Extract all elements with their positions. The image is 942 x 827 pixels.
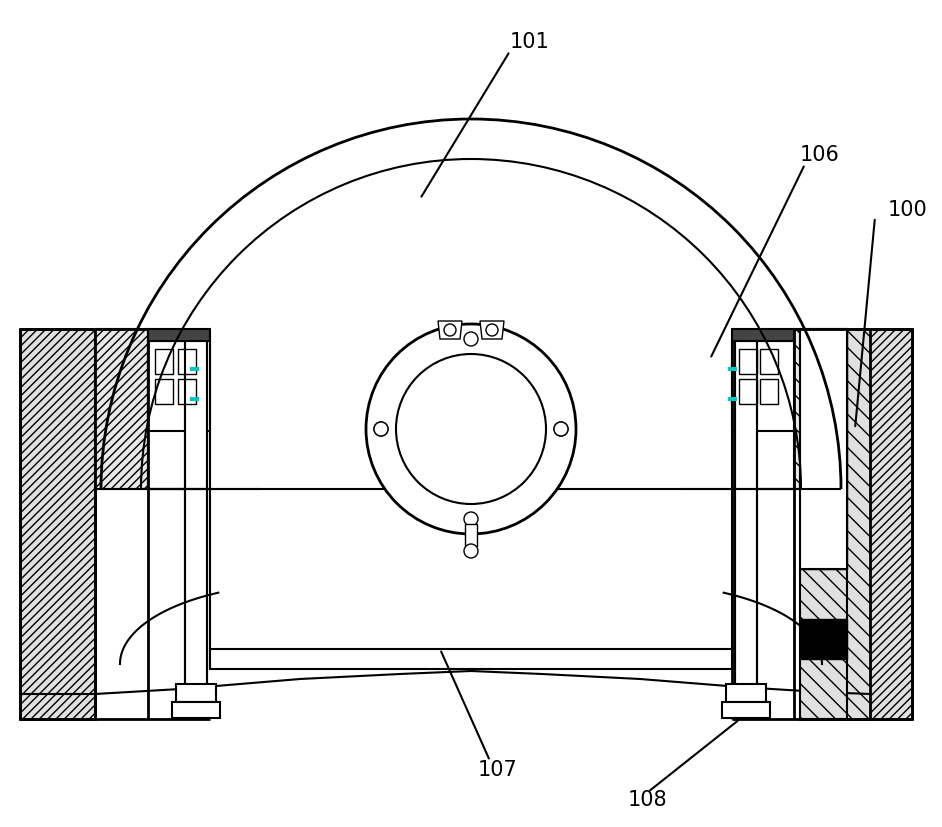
Bar [176, 684, 216, 702]
Polygon shape [800, 569, 847, 719]
Bar [739, 350, 757, 375]
Bar [155, 380, 173, 404]
Polygon shape [480, 322, 504, 340]
Circle shape [464, 332, 478, 347]
Bar [155, 350, 173, 375]
Circle shape [554, 423, 568, 437]
Bar [722, 702, 770, 718]
Bar [185, 342, 207, 689]
Circle shape [554, 423, 568, 437]
Bar [465, 524, 477, 547]
Polygon shape [800, 330, 870, 719]
Circle shape [374, 423, 388, 437]
Bar [148, 342, 210, 432]
Circle shape [396, 355, 546, 504]
Bar [210, 649, 732, 669]
Circle shape [486, 325, 498, 337]
Circle shape [464, 544, 478, 558]
Bar [732, 342, 794, 490]
Polygon shape [800, 619, 847, 659]
Polygon shape [847, 330, 912, 719]
Text: 106: 106 [800, 145, 840, 165]
Text: 108: 108 [628, 789, 668, 809]
Circle shape [444, 325, 456, 337]
Bar [760, 350, 778, 375]
Bar [726, 684, 766, 702]
Bar [148, 330, 210, 342]
Bar [732, 330, 794, 342]
Bar [732, 342, 794, 432]
Bar [148, 342, 210, 490]
Polygon shape [20, 330, 95, 719]
Bar [760, 380, 778, 404]
Polygon shape [800, 330, 847, 569]
Bar [739, 380, 757, 404]
Bar [800, 330, 847, 569]
Circle shape [366, 325, 576, 534]
Polygon shape [438, 322, 462, 340]
Bar [735, 342, 757, 689]
Text: 107: 107 [479, 759, 518, 779]
Bar [178, 350, 196, 375]
Polygon shape [95, 330, 148, 490]
Polygon shape [794, 330, 847, 490]
Text: 101: 101 [511, 32, 550, 52]
Text: 100: 100 [888, 200, 928, 220]
Circle shape [374, 423, 388, 437]
Circle shape [464, 513, 478, 526]
Bar [178, 380, 196, 404]
Bar [172, 702, 220, 718]
